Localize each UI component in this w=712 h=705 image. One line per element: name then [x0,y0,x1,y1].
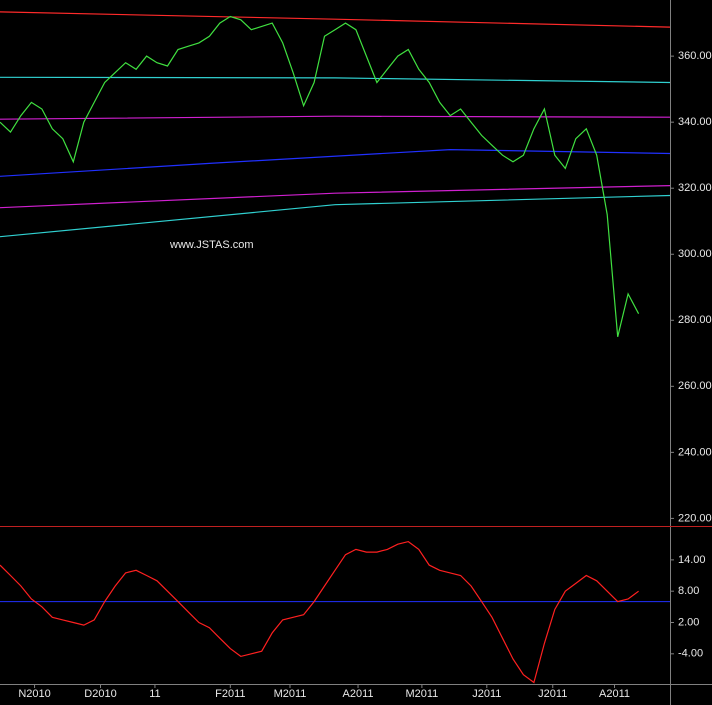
x-tick-label: M2011 [274,688,307,700]
y-tick-label: 14.00 [678,554,706,566]
y-tick-label: 220.00 [678,512,712,524]
series-line [0,15,640,337]
y-tick-label: 240.00 [678,446,712,458]
series-line [0,11,671,28]
y-tick-label: 360.00 [678,50,712,62]
x-tick-label: J2011 [538,688,567,700]
y-tick-label: 300.00 [678,248,712,260]
x-tick-label: N2010 [18,688,50,700]
y-tick-label: 340.00 [678,116,712,128]
x-tick-label: F2011 [215,688,245,700]
watermark: www.JSTAS.com [169,239,254,251]
x-tick-label: D2010 [84,688,116,700]
series-line [0,540,639,684]
y-tick-label: 2.00 [678,616,699,628]
y-tick-label: 8.00 [678,585,699,597]
series-line [0,76,671,84]
y-tick-label: 280.00 [678,314,712,326]
series-line [0,148,671,177]
series-line [0,115,671,120]
y-tick-label: 320.00 [678,182,712,194]
series-line [0,185,671,209]
x-tick-label: M2011 [405,688,438,700]
series-line [0,194,671,238]
y-tick-label: 260.00 [678,380,712,392]
x-tick-label: 11 [149,688,160,700]
y-tick-label: -4.00 [678,648,703,660]
x-tick-label: J2011 [472,688,501,700]
x-tick-label: A2011 [599,688,630,700]
x-tick-label: A2011 [343,688,374,700]
